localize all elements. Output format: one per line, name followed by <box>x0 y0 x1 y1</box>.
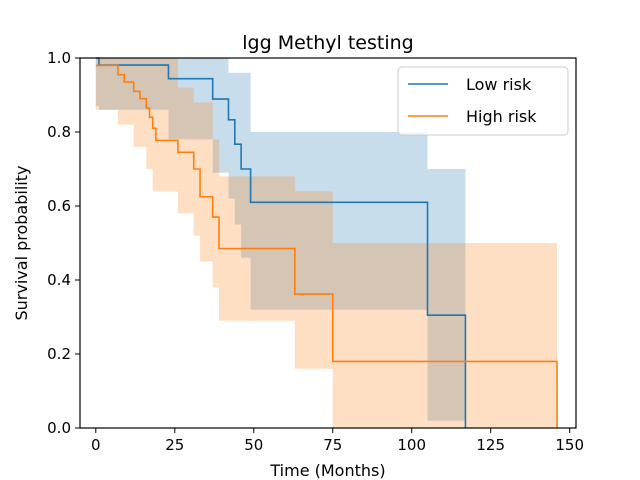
y-tick-label: 0.0 <box>47 419 71 437</box>
plot-area <box>95 57 558 428</box>
confidence-band-low-risk <box>95 58 466 428</box>
survival-line-low-risk <box>95 57 467 428</box>
x-axis: 0 25 50 75 100 125 150 <box>91 428 584 454</box>
y-tick-label: 0.4 <box>47 271 71 289</box>
y-tick-label: 0.8 <box>47 123 71 141</box>
plot-frame <box>79 57 577 429</box>
y-tick-label: 0.6 <box>47 197 71 215</box>
x-tick-label: 0 <box>91 436 101 454</box>
x-tick-label: 150 <box>555 436 584 454</box>
x-tick-label: 25 <box>165 436 184 454</box>
x-tick-label: 50 <box>244 436 263 454</box>
legend: Low risk High risk <box>397 66 569 136</box>
x-tick-label: 100 <box>397 436 426 454</box>
survival-line-high-risk <box>95 64 558 428</box>
x-tick-label: 125 <box>476 436 505 454</box>
y-axis-label: Survival probability <box>12 166 31 321</box>
y-tick-label: 0.2 <box>47 345 71 363</box>
confidence-band-high-risk <box>95 58 558 428</box>
x-axis-label: Time (Months) <box>269 461 385 480</box>
y-axis: 0.0 0.2 0.4 0.6 0.8 1.0 <box>47 49 80 437</box>
y-tick-label: 1.0 <box>47 49 71 67</box>
chart-title: lgg Methyl testing <box>242 32 413 54</box>
x-tick-label: 75 <box>323 436 342 454</box>
legend-label-low-risk: Low risk <box>466 75 532 94</box>
legend-label-high-risk: High risk <box>466 107 537 126</box>
